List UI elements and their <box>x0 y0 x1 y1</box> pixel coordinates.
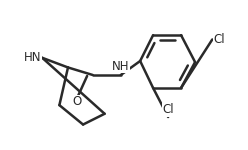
Text: HN: HN <box>24 51 41 64</box>
Text: Cl: Cl <box>162 103 174 116</box>
Text: NH: NH <box>112 60 129 73</box>
Text: Cl: Cl <box>213 33 225 46</box>
Text: O: O <box>72 95 81 108</box>
